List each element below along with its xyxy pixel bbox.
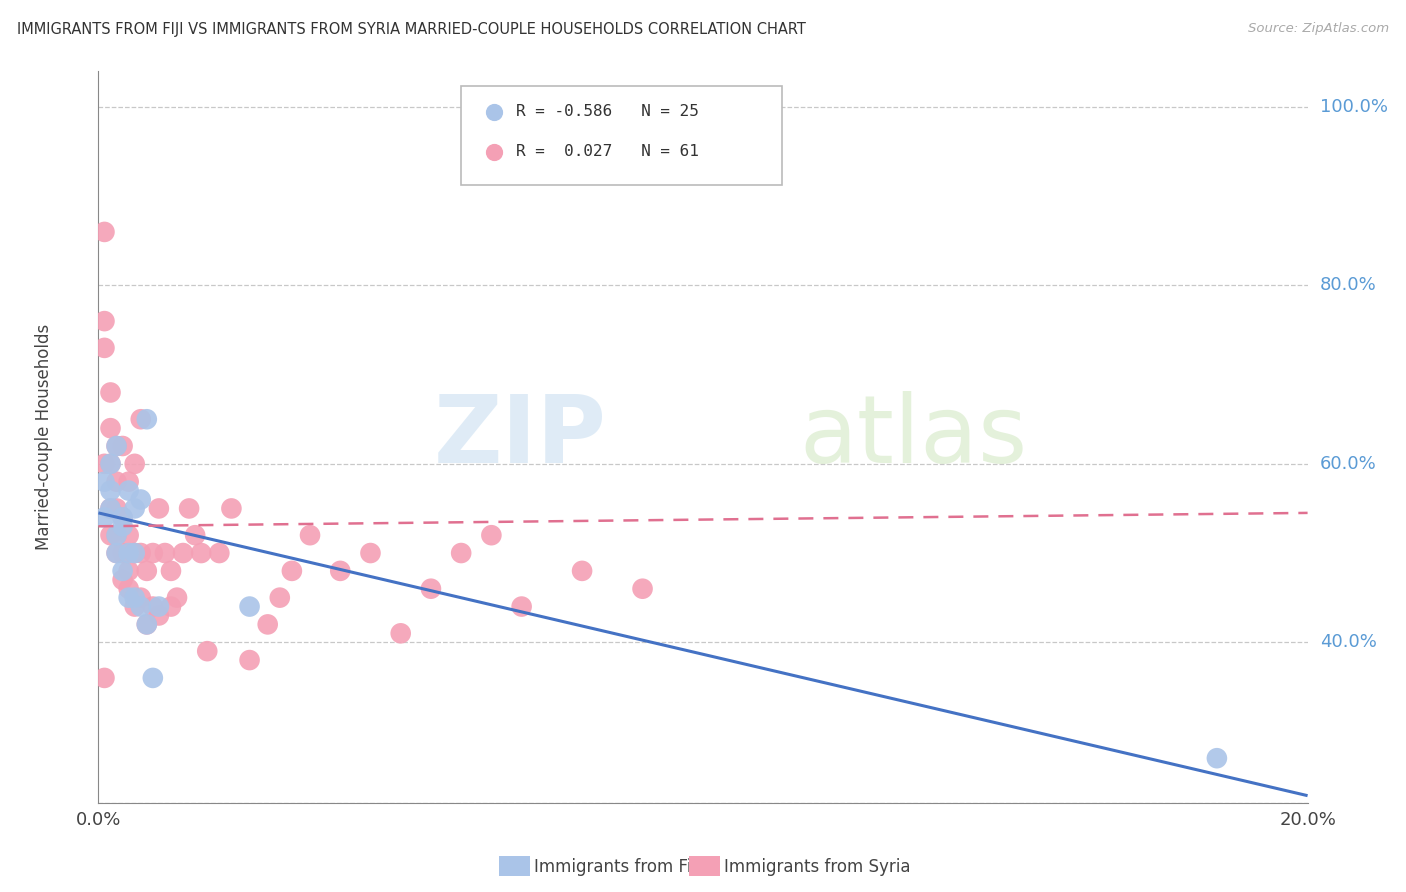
Point	[190, 546, 212, 560]
Point	[239, 653, 262, 667]
Text: atlas: atlas	[800, 391, 1028, 483]
Point	[93, 314, 115, 328]
Point	[124, 599, 146, 614]
Text: 80.0%: 80.0%	[1320, 277, 1376, 294]
Point	[105, 501, 128, 516]
Point	[100, 501, 122, 516]
Text: ZIP: ZIP	[433, 391, 606, 483]
Point	[118, 528, 141, 542]
Point	[142, 671, 165, 685]
Point	[111, 439, 134, 453]
Point	[100, 501, 122, 516]
Point	[93, 341, 115, 355]
Point	[118, 591, 141, 605]
FancyBboxPatch shape	[461, 86, 782, 185]
Point	[129, 599, 152, 614]
Point	[124, 546, 146, 560]
Point	[389, 626, 412, 640]
Point	[105, 528, 128, 542]
Point	[93, 225, 115, 239]
Text: Immigrants from Fiji: Immigrants from Fiji	[534, 858, 702, 876]
Point	[142, 546, 165, 560]
Point	[1206, 751, 1229, 765]
Point	[100, 528, 122, 542]
Text: IMMIGRANTS FROM FIJI VS IMMIGRANTS FROM SYRIA MARRIED-COUPLE HOUSEHOLDS CORRELAT: IMMIGRANTS FROM FIJI VS IMMIGRANTS FROM …	[17, 22, 806, 37]
Text: 40.0%: 40.0%	[1320, 633, 1376, 651]
Point	[129, 591, 152, 605]
Point	[100, 457, 122, 471]
Text: Married-couple Households: Married-couple Households	[35, 324, 53, 550]
Point	[221, 501, 243, 516]
Point	[100, 483, 122, 498]
Point	[105, 546, 128, 560]
Text: 60.0%: 60.0%	[1320, 455, 1376, 473]
Point	[281, 564, 304, 578]
Point	[124, 591, 146, 605]
Point	[299, 528, 322, 542]
Point	[184, 528, 207, 542]
Point	[135, 412, 157, 426]
Point	[329, 564, 352, 578]
Point	[111, 573, 134, 587]
Text: Immigrants from Syria: Immigrants from Syria	[724, 858, 911, 876]
Point	[208, 546, 231, 560]
Point	[111, 546, 134, 560]
Point	[124, 546, 146, 560]
Point	[111, 519, 134, 533]
Point	[571, 564, 593, 578]
Point	[105, 475, 128, 489]
Point	[118, 546, 141, 560]
Point	[148, 501, 170, 516]
Point	[160, 564, 183, 578]
Text: R =  0.027   N = 61: R = 0.027 N = 61	[516, 145, 699, 160]
Point	[256, 617, 278, 632]
Point	[93, 510, 115, 524]
Point	[481, 528, 503, 542]
Point	[142, 599, 165, 614]
Point	[153, 546, 176, 560]
Text: 100.0%: 100.0%	[1320, 98, 1388, 116]
Point	[118, 582, 141, 596]
Point	[118, 483, 141, 498]
Point	[124, 501, 146, 516]
Point	[269, 591, 291, 605]
Point	[105, 439, 128, 453]
Point	[105, 546, 128, 560]
Point	[450, 546, 472, 560]
Point	[118, 475, 141, 489]
Point	[360, 546, 382, 560]
Point	[105, 439, 128, 453]
Point	[129, 412, 152, 426]
Point	[135, 617, 157, 632]
Point	[93, 457, 115, 471]
Point	[100, 457, 122, 471]
Point	[631, 582, 654, 596]
Point	[239, 599, 262, 614]
Point	[166, 591, 188, 605]
Text: Source: ZipAtlas.com: Source: ZipAtlas.com	[1249, 22, 1389, 36]
Point	[177, 501, 201, 516]
Point	[129, 546, 152, 560]
Point	[148, 608, 170, 623]
Point	[100, 385, 122, 400]
Point	[172, 546, 194, 560]
Point	[111, 510, 134, 524]
Point	[105, 528, 128, 542]
Point	[111, 564, 134, 578]
Point	[135, 617, 157, 632]
Text: R = -0.586   N = 25: R = -0.586 N = 25	[516, 104, 699, 120]
Point	[118, 564, 141, 578]
Point	[419, 582, 441, 596]
Point	[93, 671, 115, 685]
Point	[510, 599, 533, 614]
Point	[111, 510, 134, 524]
Point	[148, 599, 170, 614]
Point	[160, 599, 183, 614]
Point	[100, 421, 122, 435]
Point	[195, 644, 218, 658]
Point	[124, 457, 146, 471]
Point	[135, 564, 157, 578]
Point	[93, 475, 115, 489]
Point	[129, 492, 152, 507]
